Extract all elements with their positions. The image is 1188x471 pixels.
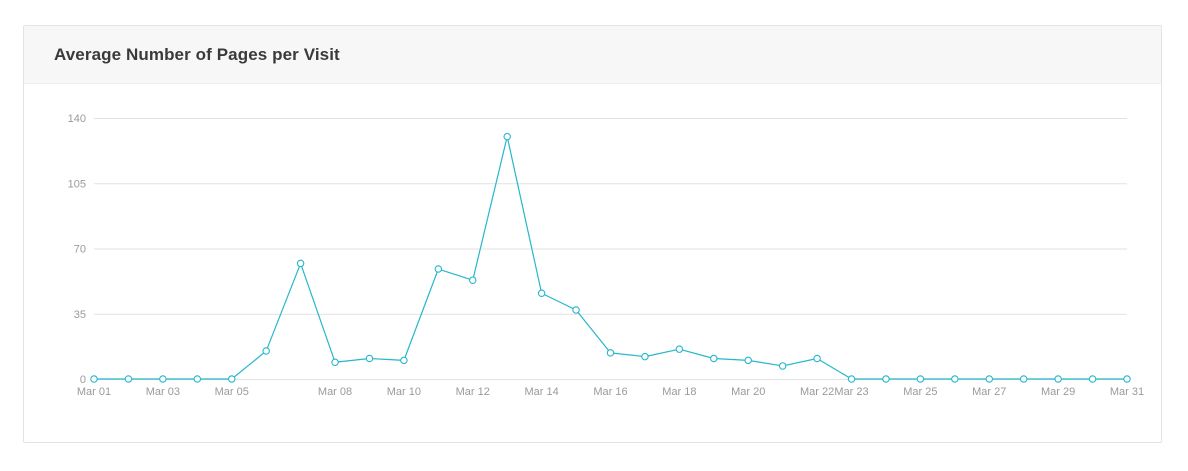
data-point[interactable]: [124, 375, 133, 383]
x-tick-label: Mar 01: [77, 386, 111, 398]
x-axis-ticks: Mar 01 Mar 03 Mar 05 Mar 08 Mar 10 Mar 12 Mar …: [77, 386, 1144, 398]
x-tick-label: Mar 27: [972, 386, 1006, 398]
data-point[interactable]: [262, 347, 270, 355]
data-point[interactable]: [847, 375, 856, 383]
data-point[interactable]: [1088, 375, 1097, 383]
grid-lines: [94, 118, 1127, 380]
data-point[interactable]: [193, 375, 202, 383]
chart-card: Average Number of Pages per Visit: [23, 25, 1162, 443]
x-tick-label: Mar 10: [387, 386, 421, 398]
y-tick-label: 140: [68, 113, 86, 125]
series-layer: [90, 132, 1131, 383]
y-axis-ticks: 0 35 70 105 140: [68, 113, 86, 386]
x-tick-label: Mar 23: [834, 386, 868, 398]
data-point[interactable]: [744, 356, 752, 365]
data-point[interactable]: [606, 349, 615, 357]
y-tick-label: 105: [68, 178, 86, 190]
data-point[interactable]: [641, 352, 649, 361]
data-point[interactable]: [434, 265, 443, 273]
data-point[interactable]: [331, 358, 339, 366]
x-tick-label: Mar 08: [318, 386, 352, 398]
data-point[interactable]: [90, 375, 98, 383]
data-point[interactable]: [951, 375, 959, 383]
data-point[interactable]: [1054, 375, 1062, 383]
data-point[interactable]: [365, 354, 374, 363]
data-point[interactable]: [1019, 375, 1028, 383]
x-tick-label: Mar 05: [215, 386, 249, 398]
data-point[interactable]: [159, 375, 167, 383]
data-point[interactable]: [572, 306, 580, 314]
data-point[interactable]: [778, 362, 787, 370]
x-tick-label: Mar 29: [1041, 386, 1075, 398]
x-tick-label: Mar 14: [525, 386, 559, 398]
series-line: [94, 136, 1127, 380]
data-point[interactable]: [710, 354, 718, 363]
card-header: Average Number of Pages per Visit: [24, 26, 1161, 84]
data-point[interactable]: [503, 132, 511, 141]
chart-title: Average Number of Pages per Visit: [54, 44, 340, 64]
x-tick-label: Mar 03: [146, 386, 180, 398]
data-point[interactable]: [882, 375, 890, 383]
data-point[interactable]: [675, 345, 684, 353]
data-point[interactable]: [985, 375, 994, 383]
x-tick-label: Mar 31: [1110, 386, 1144, 398]
data-point[interactable]: [469, 276, 477, 284]
x-tick-label: Mar 12: [456, 386, 490, 398]
data-point[interactable]: [296, 259, 305, 268]
y-tick-label: 70: [74, 244, 86, 256]
data-point[interactable]: [916, 375, 925, 383]
x-tick-label: Mar 20: [731, 386, 765, 398]
data-point[interactable]: [537, 289, 546, 297]
x-tick-label: Mar 25: [903, 386, 937, 398]
x-tick-label: Mar 16: [593, 386, 627, 398]
data-point[interactable]: [813, 354, 821, 363]
y-tick-label: 0: [80, 374, 86, 386]
data-point[interactable]: [227, 375, 236, 383]
data-point[interactable]: [400, 356, 408, 365]
x-tick-label: Mar 18: [662, 386, 696, 398]
y-tick-label: 35: [74, 309, 86, 321]
data-point[interactable]: [1123, 375, 1131, 383]
x-tick-label: Mar 22: [800, 386, 834, 398]
